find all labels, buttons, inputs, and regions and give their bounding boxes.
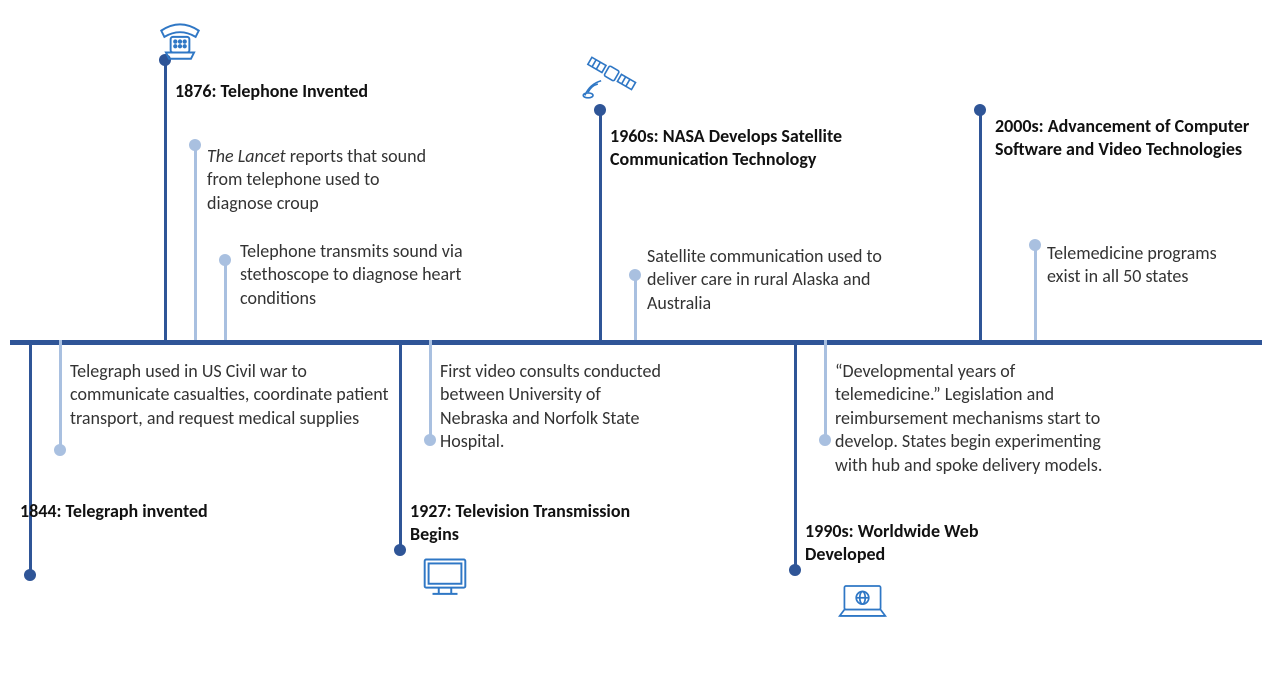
timeline-axis <box>10 340 1262 345</box>
sub-dot <box>819 434 831 446</box>
event-dot <box>394 544 406 556</box>
sub-stem <box>59 340 62 450</box>
sub-text: Satellite communication used to deliver … <box>647 245 897 315</box>
event-stem <box>599 110 602 340</box>
event-title: 1927: Television Transmission Begins <box>410 500 640 547</box>
event-dot <box>594 104 606 116</box>
laptop-icon <box>835 580 890 625</box>
sub-stem <box>429 340 432 440</box>
sub-text: “Developmental years of telemedicine.” L… <box>835 360 1125 477</box>
sub-stem <box>634 275 637 340</box>
telephone-icon <box>155 15 205 65</box>
event-dot <box>24 569 36 581</box>
sub-stem <box>824 340 827 440</box>
sub-stem <box>194 145 197 340</box>
sub-dot <box>629 269 641 281</box>
sub-dot <box>1029 239 1041 251</box>
event-stem <box>979 110 982 340</box>
event-stem <box>29 340 32 575</box>
sub-text: Telephone transmits sound via stethoscop… <box>240 240 500 310</box>
event-stem <box>164 60 167 340</box>
sub-text: Telemedicine programs exist in all 50 st… <box>1047 242 1247 289</box>
sub-stem <box>1034 245 1037 340</box>
sub-dot <box>189 139 201 151</box>
satellite-icon <box>580 50 645 105</box>
event-title: 1876: Telephone Invented <box>175 80 395 103</box>
event-title: 1990s: Worldwide Web Developed <box>805 520 1025 567</box>
event-dot <box>974 104 986 116</box>
event-title: 1844: Telegraph invented <box>20 500 220 523</box>
sub-dot <box>54 444 66 456</box>
event-title: 2000s: Advancement of Computer Software … <box>995 115 1265 162</box>
event-stem <box>794 340 797 570</box>
event-title: 1960s: NASA Develops Satellite Communica… <box>610 125 900 172</box>
sub-dot <box>424 434 436 446</box>
sub-dot <box>219 254 231 266</box>
event-stem <box>399 340 402 550</box>
sub-text: The Lancet reports that sound from telep… <box>207 145 447 215</box>
sub-text: First video consults conducted between U… <box>440 360 670 454</box>
sub-text: Telegraph used in US Civil war to commun… <box>70 360 390 430</box>
event-dot <box>789 564 801 576</box>
sub-stem <box>224 260 227 340</box>
tv-icon <box>420 555 470 600</box>
